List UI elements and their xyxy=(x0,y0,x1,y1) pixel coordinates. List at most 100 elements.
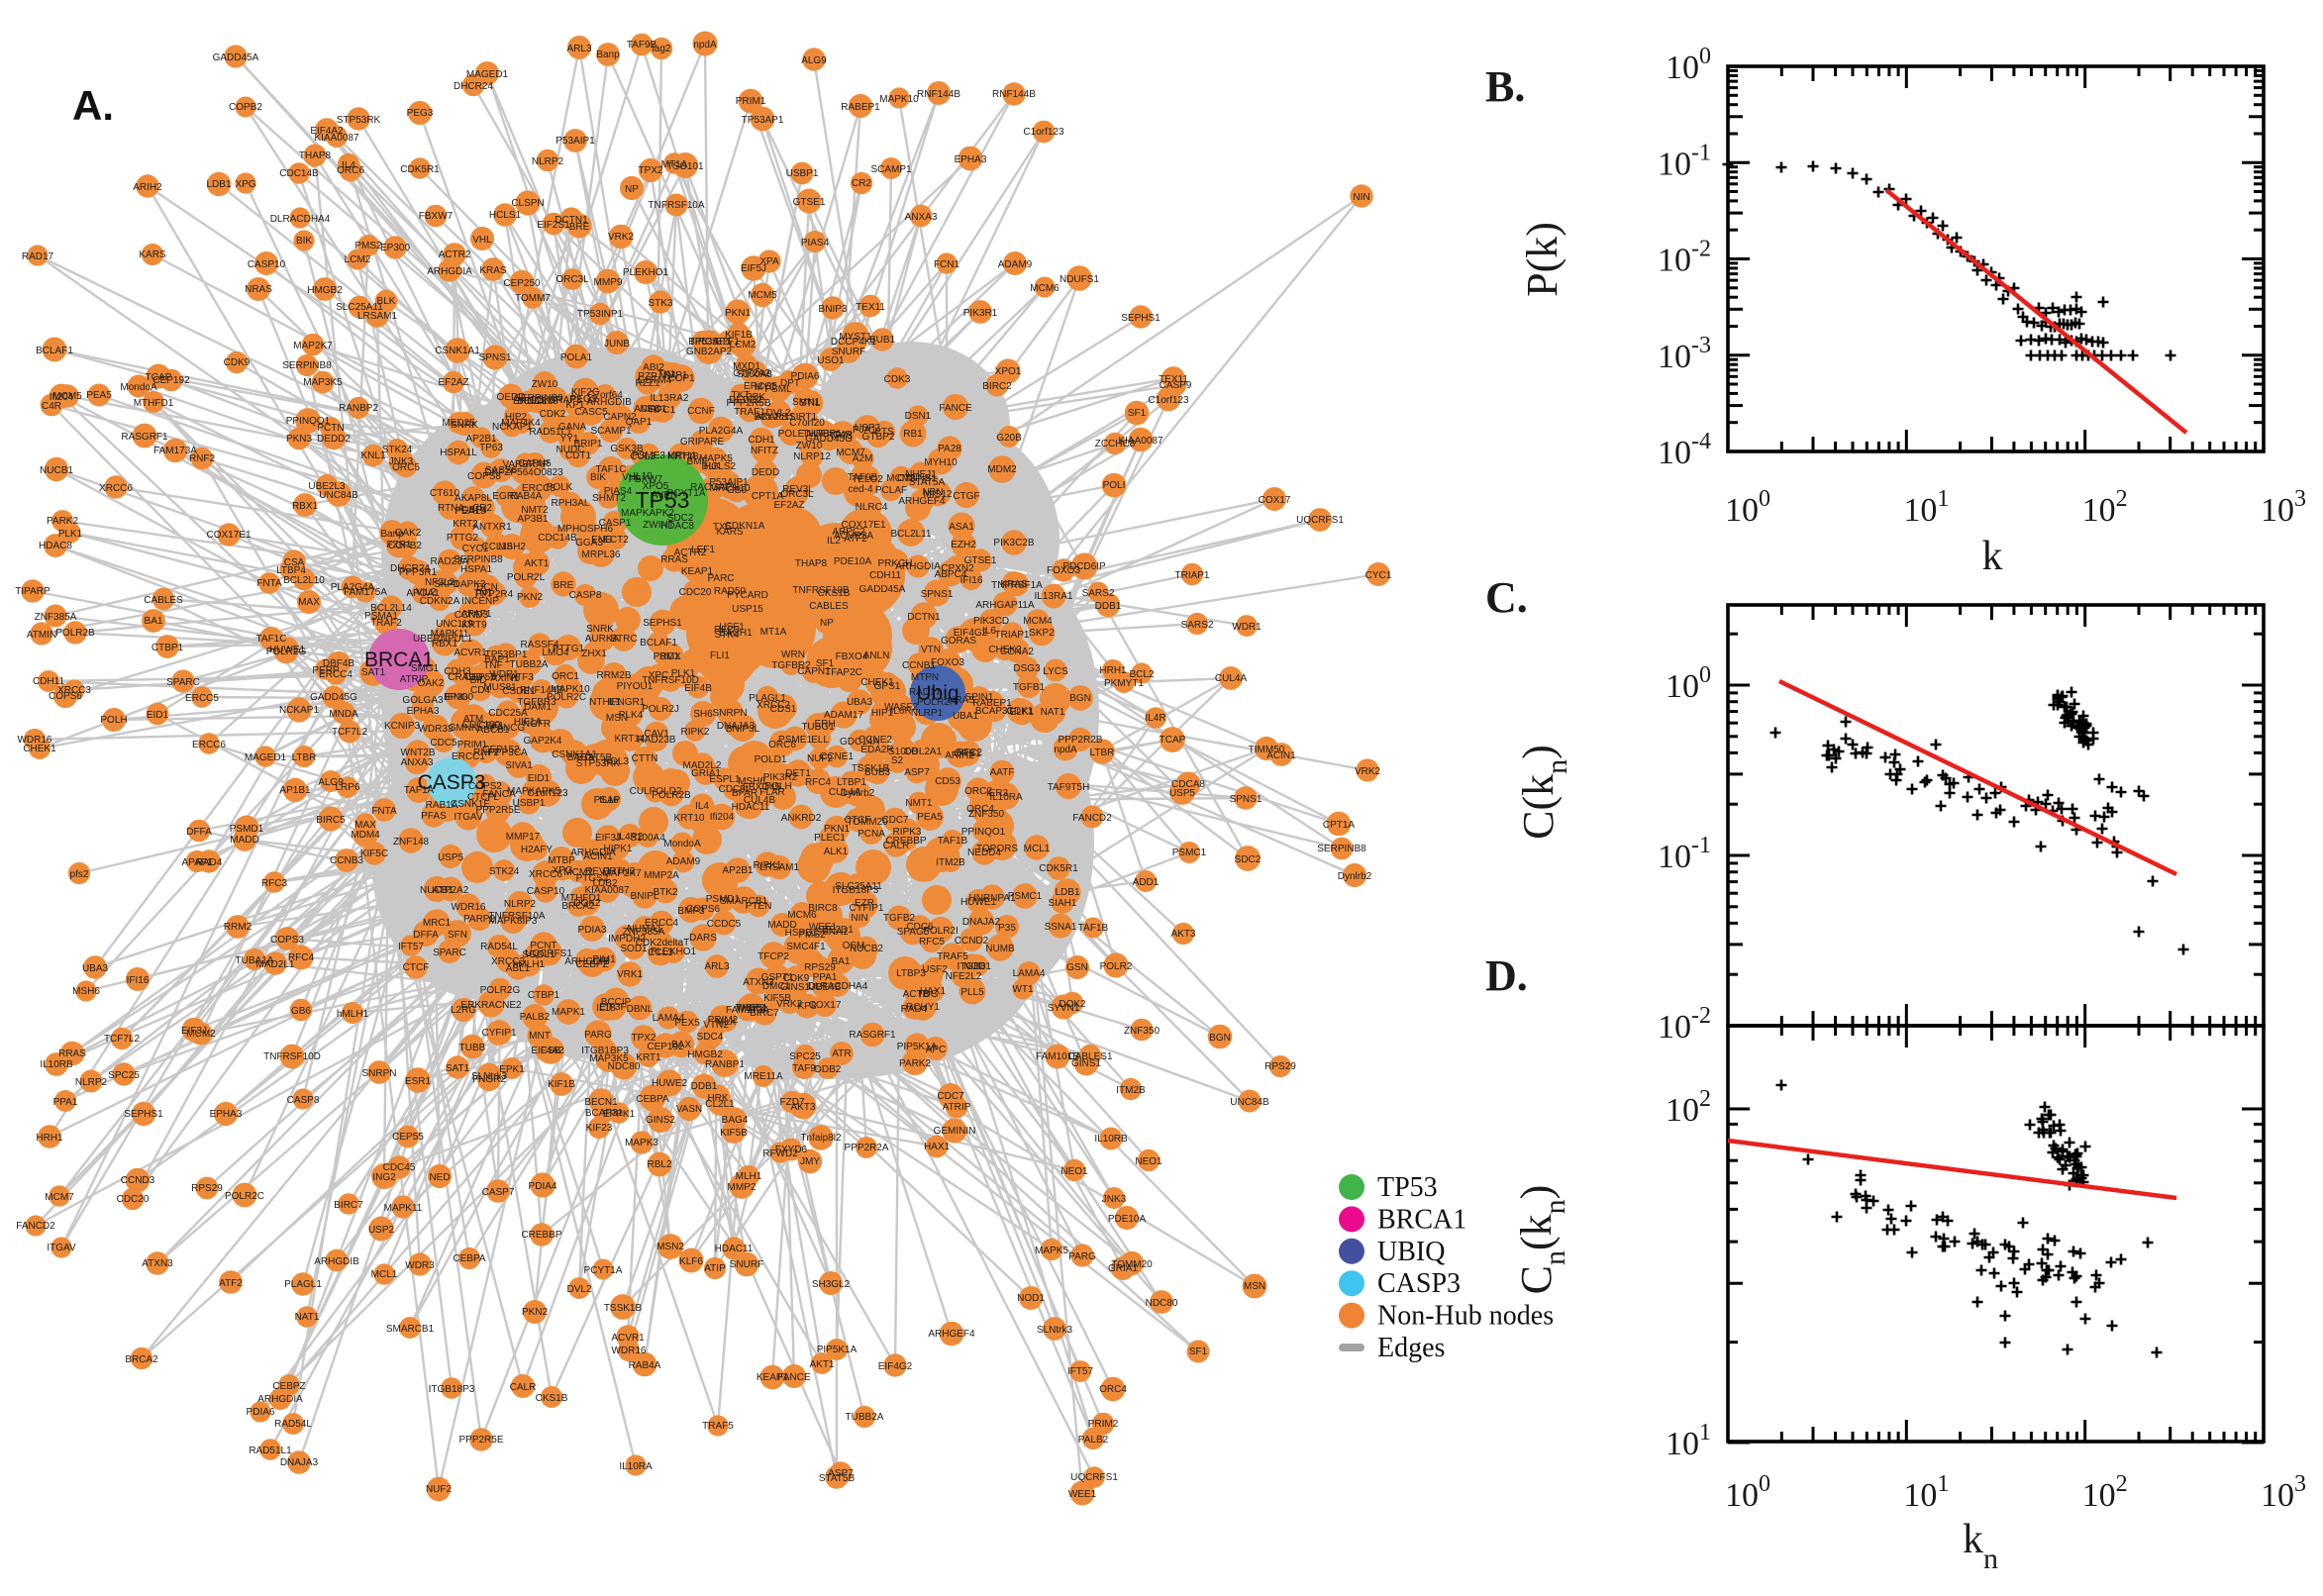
svg-text:BIRC5: BIRC5 xyxy=(316,815,346,826)
svg-text:BIRC2: BIRC2 xyxy=(982,381,1012,392)
svg-text:IFI16: IFI16 xyxy=(127,975,150,986)
svg-text:SPNS1: SPNS1 xyxy=(479,352,512,363)
svg-text:IFNGR1: IFNGR1 xyxy=(609,697,646,708)
svg-text:WDR16: WDR16 xyxy=(17,735,51,746)
svg-text:POLA1: POLA1 xyxy=(560,352,593,363)
svg-text:TAF9T5H: TAF9T5H xyxy=(1048,782,1090,793)
svg-text:CCND3: CCND3 xyxy=(121,1175,155,1186)
svg-text:CEBPA: CEBPA xyxy=(636,1094,668,1105)
svg-text:EPHA3: EPHA3 xyxy=(210,1109,243,1120)
svg-text:RBL2: RBL2 xyxy=(647,1159,671,1170)
svg-text:RPS29: RPS29 xyxy=(1264,1061,1296,1072)
svg-text:PLEC1: PLEC1 xyxy=(814,833,846,844)
svg-text:MAGED1: MAGED1 xyxy=(245,752,287,763)
svg-text:NCKAP1: NCKAP1 xyxy=(279,705,319,716)
svg-text:TEX11: TEX11 xyxy=(856,302,885,313)
svg-text:A2M: A2M xyxy=(853,453,873,464)
svg-text:TRAF5: TRAF5 xyxy=(702,1421,734,1432)
svg-text:BCL2L11: BCL2L11 xyxy=(891,529,932,540)
svg-text:S2: S2 xyxy=(891,755,904,766)
svg-text:NHEJ1: NHEJ1 xyxy=(905,469,937,480)
svg-text:SLC25A11: SLC25A11 xyxy=(336,302,383,313)
svg-text:MNDA: MNDA xyxy=(329,709,358,720)
svg-text:COPB2: COPB2 xyxy=(229,102,262,113)
svg-text:ESR1: ESR1 xyxy=(405,1076,432,1087)
svg-text:FLAR: FLAR xyxy=(759,787,785,798)
svg-text:CD53: CD53 xyxy=(935,776,960,787)
svg-text:ELL: ELL xyxy=(811,735,829,746)
svg-text:EZH2: EZH2 xyxy=(951,540,976,550)
svg-text:LTBR: LTBR xyxy=(1090,748,1115,758)
svg-text:MAPK8IP3: MAPK8IP3 xyxy=(489,916,538,927)
svg-text:BRCA1: BRCA1 xyxy=(364,648,434,671)
svg-text:LTBR: LTBR xyxy=(292,752,317,763)
svg-text:TSSK1B: TSSK1B xyxy=(604,1303,643,1314)
svg-text:UQCRFS1: UQCRFS1 xyxy=(1296,515,1344,526)
svg-text:GGA3: GGA3 xyxy=(575,538,603,549)
svg-text:MRE11A: MRE11A xyxy=(744,1071,783,1082)
svg-text:TUBB: TUBB xyxy=(459,1043,486,1053)
svg-text:P(k): P(k) xyxy=(1518,222,1566,297)
svg-text:CASP1: CASP1 xyxy=(599,518,632,529)
svg-text:RAD51L1: RAD51L1 xyxy=(249,1446,292,1456)
svg-text:SEPHS1: SEPHS1 xyxy=(124,1109,163,1120)
svg-text:ITGB18P3: ITGB18P3 xyxy=(833,885,879,896)
svg-text:JNK3: JNK3 xyxy=(1102,1194,1127,1205)
svg-text:DAPK3: DAPK3 xyxy=(454,579,486,590)
svg-text:CEBPA: CEBPA xyxy=(453,1253,485,1264)
svg-text:BCLAF1: BCLAF1 xyxy=(36,346,73,356)
svg-text:Dynlrb2: Dynlrb2 xyxy=(1338,871,1372,882)
svg-text:RNF144B: RNF144B xyxy=(917,89,960,100)
svg-text:CABLES: CABLES xyxy=(144,595,183,606)
svg-text:COX17E1: COX17E1 xyxy=(206,530,251,541)
svg-text:MCM4: MCM4 xyxy=(1023,616,1053,627)
svg-text:HDAC11: HDAC11 xyxy=(715,1244,754,1254)
svg-text:CDC20: CDC20 xyxy=(679,587,712,598)
svg-text:TCF7L2: TCF7L2 xyxy=(332,727,368,738)
svg-text:Ifi204: Ifi204 xyxy=(50,392,74,403)
svg-text:PPINQO1: PPINQO1 xyxy=(961,827,1006,838)
svg-text:RASGRF1: RASGRF1 xyxy=(121,432,168,443)
svg-text:D.: D. xyxy=(1485,951,1528,1000)
svg-text:ERCC4: ERCC4 xyxy=(319,669,353,680)
svg-text:RANBP1: RANBP1 xyxy=(705,1059,745,1070)
svg-text:DHCR24: DHCR24 xyxy=(390,563,430,574)
svg-text:MAPK11: MAPK11 xyxy=(384,1203,423,1214)
svg-text:XPG: XPG xyxy=(235,179,255,190)
svg-text:NDC80: NDC80 xyxy=(1146,1298,1178,1309)
svg-text:RABEP1: RABEP1 xyxy=(841,102,880,113)
svg-text:ASP7: ASP7 xyxy=(904,767,930,778)
svg-text:HSPA1L: HSPA1L xyxy=(440,448,477,458)
svg-text:TFAP2C: TFAP2C xyxy=(825,667,862,678)
svg-text:BGN: BGN xyxy=(1209,1033,1231,1044)
svg-text:ARIH2: ARIH2 xyxy=(133,182,162,193)
svg-text:VRK2: VRK2 xyxy=(608,232,635,243)
svg-text:ZHX1: ZHX1 xyxy=(581,648,607,659)
svg-text:ANXA3: ANXA3 xyxy=(905,212,938,223)
svg-text:MT1A: MT1A xyxy=(661,159,688,170)
svg-text:PRC1: PRC1 xyxy=(654,651,680,662)
svg-text:PKMYT1: PKMYT1 xyxy=(1104,678,1144,689)
svg-text:CYC1: CYC1 xyxy=(1365,570,1392,581)
svg-text:CR2: CR2 xyxy=(852,178,871,189)
svg-text:EP300: EP300 xyxy=(380,243,410,253)
svg-text:AKT1: AKT1 xyxy=(524,558,549,569)
svg-text:BMP3: BMP3 xyxy=(677,906,705,917)
svg-text:DFFA: DFFA xyxy=(413,930,439,941)
svg-text:SF1: SF1 xyxy=(1189,1347,1208,1357)
svg-text:RNF144B: RNF144B xyxy=(520,685,563,696)
svg-text:PDE10A: PDE10A xyxy=(834,556,872,567)
svg-text:BUB1: BUB1 xyxy=(869,335,896,346)
svg-text:CDS1: CDS1 xyxy=(770,704,797,715)
svg-text:EPHA3: EPHA3 xyxy=(955,154,987,165)
svg-text:DSN1: DSN1 xyxy=(905,411,932,422)
svg-text:UBE4B: UBE4B xyxy=(809,982,842,993)
svg-text:IFNG: IFNG xyxy=(445,692,468,703)
svg-text:PIAS4: PIAS4 xyxy=(801,238,830,249)
svg-text:GADD45A: GADD45A xyxy=(213,52,259,63)
svg-text:MLH1: MLH1 xyxy=(736,1171,762,1182)
svg-text:ADAM9: ADAM9 xyxy=(666,856,701,867)
svg-text:KLF6: KLF6 xyxy=(679,1256,703,1267)
svg-text:PPP2R2A: PPP2R2A xyxy=(844,1143,888,1153)
svg-text:PEX5: PEX5 xyxy=(674,1018,700,1029)
